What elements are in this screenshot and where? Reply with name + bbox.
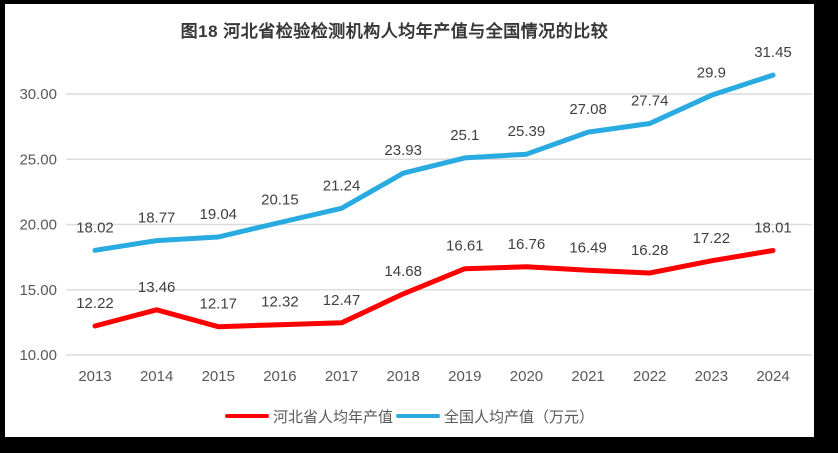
- data-label: 25.39: [508, 123, 546, 140]
- data-label: 18.77: [138, 210, 176, 227]
- data-label: 18.02: [76, 219, 114, 236]
- data-label: 13.46: [138, 279, 176, 296]
- data-label: 18.01: [754, 219, 792, 236]
- data-label: 14.68: [384, 263, 422, 280]
- data-label: 19.04: [199, 206, 237, 223]
- chart-title: 图18 河北省检验检测机构人均年产值与全国情况的比较: [180, 22, 609, 41]
- data-label: 21.24: [323, 177, 361, 194]
- x-axis-tick-label: 2013: [78, 368, 111, 385]
- data-label: 16.61: [446, 238, 484, 255]
- y-axis-tick-label: 10.00: [19, 347, 57, 364]
- series-line: [92, 72, 776, 253]
- x-axis-tick-label: 2024: [756, 368, 789, 385]
- data-label: 12.17: [199, 296, 237, 313]
- line-chart-plot: 30.00 25.00 20.00 15.00 10.00 2013 2014 2015 201…: [19, 44, 812, 385]
- data-label: 12.47: [323, 292, 361, 309]
- legend-line-swatch: [396, 413, 440, 419]
- data-label: 12.22: [76, 295, 114, 312]
- data-label: 12.32: [261, 294, 299, 311]
- x-axis-tick-label: 2014: [140, 368, 173, 385]
- x-axis-tick-label: 2017: [325, 368, 358, 385]
- x-axis-tick-label: 2022: [633, 368, 666, 385]
- data-label: 16.28: [631, 242, 669, 259]
- data-label: 23.93: [384, 142, 422, 159]
- legend-label: 全国人均产值（万元）: [444, 408, 595, 426]
- legend-label: 河北省人均年产值: [272, 408, 393, 426]
- data-label: 16.49: [569, 239, 607, 256]
- data-label: 25.1: [450, 127, 479, 144]
- x-axis-tick-label: 2018: [386, 368, 419, 385]
- data-label: 31.45: [754, 44, 792, 61]
- x-axis-tick-label: 2020: [510, 368, 543, 385]
- chart-canvas: 图18 河北省检验检测机构人均年产值与全国情况的比较 30.00 25.00 20.…: [5, 4, 814, 437]
- chart-legend: 河北省人均年产值 全国人均产值（万元）: [5, 405, 814, 427]
- x-axis-tick-label: 2016: [263, 368, 296, 385]
- data-label: 27.74: [631, 92, 669, 109]
- y-axis-tick-label: 20.00: [19, 217, 57, 234]
- x-axis-tick-label: 2019: [448, 368, 481, 385]
- legend-item: 河北省人均年产值: [224, 406, 393, 427]
- data-label: 27.08: [569, 101, 607, 118]
- data-label: 20.15: [261, 192, 299, 209]
- legend-item: 全国人均产值（万元）: [396, 406, 594, 427]
- y-axis-tick-label: 15.00: [19, 282, 57, 299]
- legend-line-swatch: [224, 413, 269, 419]
- series-line: [92, 248, 776, 330]
- x-axis-tick-label: 2023: [695, 368, 728, 385]
- data-label: 16.76: [508, 236, 546, 253]
- x-axis-tick-label: 2021: [571, 368, 604, 385]
- x-axis-tick-label: 2015: [202, 368, 235, 385]
- y-axis-tick-label: 30.00: [19, 86, 57, 103]
- y-axis-tick-label: 25.00: [19, 151, 57, 168]
- data-label: 29.9: [697, 64, 726, 81]
- data-label: 17.22: [693, 230, 731, 247]
